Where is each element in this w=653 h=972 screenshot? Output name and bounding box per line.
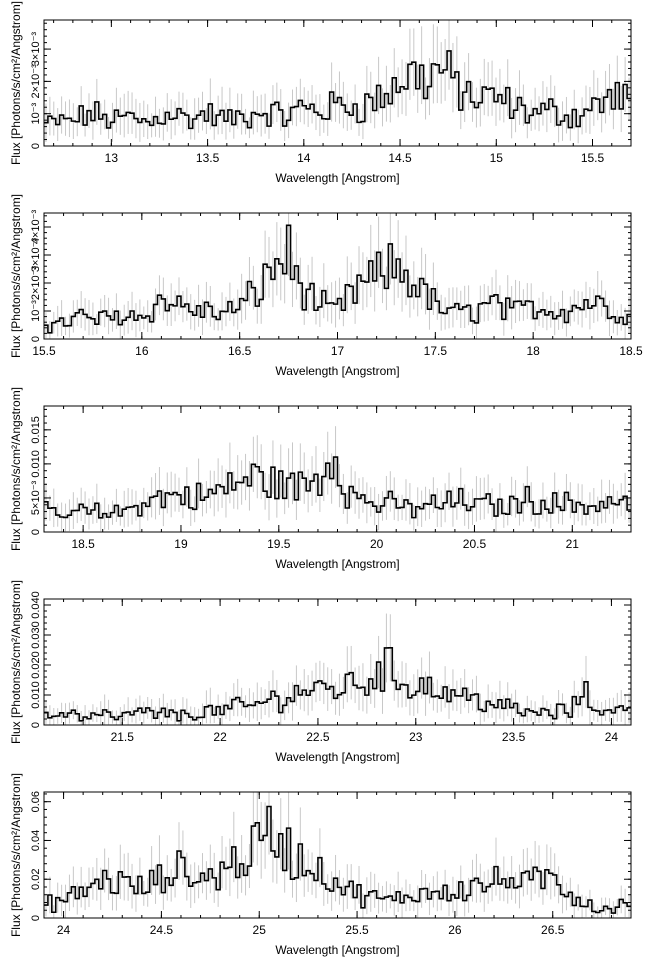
x-tick-label: 15.5 [32,344,56,358]
plot-frame [43,19,632,147]
spectrum-series [44,426,631,532]
y-tick-label: 0 [30,529,42,535]
y-tick-label: 0 [30,722,42,728]
y-tick-label: 0.04 [30,830,42,851]
x-tick-label: 24 [605,730,619,744]
x-tick-label: 22.5 [306,730,330,744]
y-tick-label: 0.015 [30,416,42,444]
chart-panel-3: 18.5 19 19.5 20 20.5 21 Wavelength [Angstrom] 0… [9,387,632,571]
x-tick-label: 17.5 [424,344,448,358]
y-tick-label: 0 [30,143,42,149]
y-axis-label: Flux [Photons/s/cm²/Angstrom] [9,580,23,744]
y-tick-label: 2×10⁻³ [30,64,42,99]
y-tick-label: 5×10⁻³ [30,480,42,515]
x-tick-label: 20 [370,537,384,551]
spectrum-line [44,456,631,519]
y-axis-label: Flux [Photons/s/cm²/Angstrom] [9,194,23,358]
x-tick-label: 13 [105,151,119,165]
x-tick-label: 19.5 [267,537,291,551]
y-tick-label: 10⁻³ [30,300,42,322]
y-axis: 0 10⁻³ 2×10⁻³3×10⁻³ Flux [Photons/s/cm²/Ang… [9,1,631,165]
y-axis: 0 5×10⁻³ 0.010 0.015 Flux [Photons/s/cm²/Ang… [9,387,631,551]
y-tick-label: 0.02 [30,869,42,890]
x-tick-label: 25.5 [345,923,369,937]
x-tick-label: 18 [526,344,540,358]
x-tick-label: 25 [253,923,267,937]
x-tick-label: 22 [213,730,227,744]
error-bars [45,792,630,918]
x-tick-label: 14.5 [388,151,412,165]
x-tick-label: 15 [490,151,504,165]
x-tick-label: 26 [448,923,462,937]
x-tick-label: 18.5 [71,537,95,551]
x-axis: 13 13.5 14 14.5 15 15.5 Wavelength [Angstrom] [53,20,632,185]
spectrum-line [44,50,631,130]
x-tick-label: 17 [331,344,345,358]
x-tick-label: 24.5 [150,923,174,937]
x-tick-label: 23.5 [502,730,526,744]
y-axis: 0 0.02 0.04 0.06 Flux [Photons/s/cm²/Angstro… [9,773,631,937]
error-bars [45,20,630,144]
y-axis-label: Flux [Photons/s/cm²/Angstrom] [9,1,23,165]
spectrum-line [44,647,631,722]
spectrum-series [44,792,631,918]
chart-panel-2: 15.5 16 16.5 17 17.5 18 18.5 Wavelength [Angstr… [9,194,643,378]
x-tick-label: 15.5 [581,151,605,165]
x-tick-label: 23 [409,730,423,744]
x-axis-label: Wavelength [Angstrom] [275,943,399,957]
y-tick-label: 0.06 [30,791,42,812]
x-axis: 24 24.5 25 25.5 26 26.5 Wavelength [Angstrom] [43,792,632,957]
y-tick-label: 0.020 [30,651,42,679]
x-tick-label: 16 [135,344,149,358]
y-tick-label: 0.040 [30,591,42,619]
y-axis-label: Flux [Photons/s/cm²/Angstrom] [9,773,23,937]
x-tick-label: 19 [174,537,188,551]
y-tick-label: 0.010 [30,681,42,709]
spectrum-series [44,213,631,339]
x-tick-label: 18.5 [619,344,643,358]
spectrum-series [44,20,631,144]
y-tick-label: 0.010 [30,450,42,478]
y-tick-label: 0.030 [30,621,42,649]
y-axis-label: Flux [Photons/s/cm²/Angstrom] [9,387,23,551]
spectrum-series [44,613,631,725]
chart-panel-4: 21.5 22 22.5 23 23.5 24 Wavelength [Angstrom] 0… [9,580,632,764]
y-tick-label: 0 [30,336,42,342]
x-axis: 18.5 19 19.5 20 20.5 21 Wavelength [Angstrom] [43,406,632,571]
x-axis-label: Wavelength [Angstrom] [275,557,399,571]
spectrum-line [44,805,631,914]
x-tick-label: 21.5 [111,730,135,744]
x-tick-label: 13.5 [196,151,220,165]
y-tick-label: 4×10⁻³ [30,210,42,245]
x-tick-label: 24 [57,923,71,937]
y-axis: 0 0.010 0.020 0.030 0.040 Flux [Photons/s/cm²… [9,580,631,744]
chart-panel-5: 24 24.5 25 25.5 26 26.5 Wavelength [Angstrom] 0… [9,773,632,957]
y-tick-label: 2×10⁻³ [30,266,42,301]
y-tick-label: 0 [30,915,42,921]
y-tick-label: 10⁻³ [30,103,42,125]
y-axis: 0 10⁻³2×10⁻³3×10⁻³4×10⁻³ Flux [Photons/s/c… [9,194,631,358]
x-axis-label: Wavelength [Angstrom] [275,364,399,378]
y-tick-label: 3×10⁻³ [30,238,42,273]
x-tick-label: 20.5 [463,537,487,551]
y-tick-label: 3×10⁻³ [30,32,42,67]
x-tick-label: 21 [566,537,580,551]
x-axis-label: Wavelength [Angstrom] [275,750,399,764]
x-axis: 21.5 22 22.5 23 23.5 24 Wavelength [Angstrom] [43,599,632,764]
x-tick-label: 16.5 [228,344,252,358]
chart-panel-1: 13 13.5 14 14.5 15 15.5 Wavelength [Angstrom] 0… [9,1,632,185]
spectrum-line [44,224,631,334]
x-tick-label: 14 [297,151,311,165]
x-tick-label: 26.5 [541,923,565,937]
x-axis-label: Wavelength [Angstrom] [275,171,399,185]
x-axis: 15.5 16 16.5 17 17.5 18 18.5 Wavelength [Angstr… [32,213,643,378]
